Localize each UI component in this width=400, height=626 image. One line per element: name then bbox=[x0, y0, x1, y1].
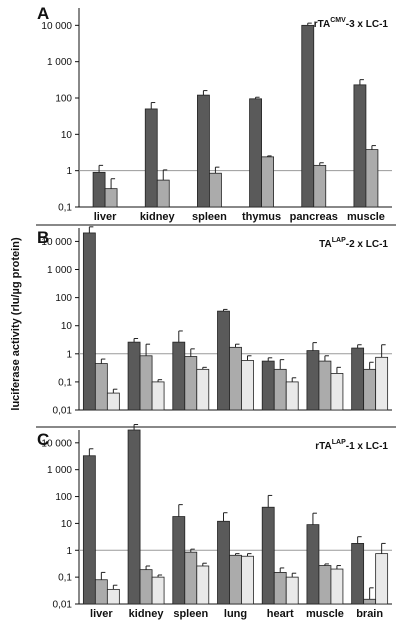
panel-title: rTALAP-1 x LC-1 bbox=[315, 439, 388, 452]
y-tick-label: 100 bbox=[55, 492, 72, 503]
bar bbox=[106, 588, 120, 605]
bar bbox=[197, 94, 210, 208]
bar bbox=[139, 355, 153, 411]
y-tick-label: 1 bbox=[66, 166, 72, 177]
bar bbox=[306, 350, 320, 411]
bar bbox=[330, 373, 344, 411]
bar bbox=[351, 347, 365, 411]
bar bbox=[144, 108, 158, 208]
y-tick-label: 1 000 bbox=[47, 465, 72, 476]
category-label: kidney bbox=[129, 608, 165, 620]
bar bbox=[92, 171, 106, 208]
category-label: muscle bbox=[347, 211, 385, 223]
bar bbox=[365, 149, 379, 208]
category-label: spleen bbox=[192, 211, 227, 223]
bar bbox=[318, 360, 332, 411]
y-tick-label: 1 bbox=[66, 546, 72, 557]
bar bbox=[172, 516, 186, 605]
bar bbox=[318, 565, 332, 605]
bar bbox=[127, 429, 141, 605]
bar bbox=[261, 506, 275, 605]
bar bbox=[104, 188, 118, 208]
bar bbox=[184, 356, 198, 411]
category-label: liver bbox=[94, 211, 117, 223]
y-tick-label: 0,1 bbox=[58, 573, 72, 584]
bar bbox=[375, 553, 389, 605]
y-tick-label: 1 000 bbox=[47, 265, 72, 276]
bar bbox=[217, 520, 230, 605]
panel-title: TALAP-2 x LC-1 bbox=[319, 237, 388, 250]
y-tick-label: 10 000 bbox=[41, 21, 72, 32]
y-tick-label: 0,1 bbox=[58, 203, 72, 214]
bar bbox=[106, 392, 120, 411]
bar bbox=[156, 179, 170, 208]
panel-label: A bbox=[37, 4, 49, 23]
bar bbox=[273, 368, 287, 411]
bar bbox=[172, 341, 186, 411]
bar bbox=[313, 164, 327, 208]
bar bbox=[82, 232, 96, 411]
bar bbox=[353, 84, 367, 208]
bar bbox=[306, 524, 320, 605]
category-label: muscle bbox=[306, 608, 344, 620]
bar bbox=[217, 310, 230, 411]
bar bbox=[184, 551, 198, 605]
category-label: heart bbox=[267, 608, 294, 620]
bar bbox=[241, 360, 254, 411]
bar bbox=[94, 363, 108, 411]
y-tick-label: 0,01 bbox=[53, 600, 73, 611]
y-tick-label: 1 000 bbox=[47, 57, 72, 68]
bar bbox=[151, 576, 165, 605]
bar bbox=[151, 381, 165, 411]
bar bbox=[375, 356, 389, 411]
y-tick-label: 10 bbox=[61, 130, 73, 141]
panel-label: C bbox=[37, 430, 49, 449]
bar bbox=[363, 368, 377, 411]
bar bbox=[82, 455, 96, 605]
bar bbox=[301, 24, 315, 208]
bar bbox=[209, 172, 222, 208]
y-tick-label: 10 000 bbox=[41, 237, 72, 248]
panel-title: rTACMV-3 x LC-1 bbox=[314, 17, 389, 30]
bar bbox=[285, 381, 299, 411]
y-tick-label: 0,1 bbox=[58, 377, 72, 388]
bar bbox=[94, 579, 108, 605]
category-label: liver bbox=[90, 608, 113, 620]
bar bbox=[363, 598, 377, 605]
y-tick-label: 100 bbox=[55, 94, 72, 105]
bar bbox=[330, 568, 344, 605]
category-label: brain bbox=[356, 608, 383, 620]
y-tick-label: 10 bbox=[61, 321, 73, 332]
bar bbox=[351, 543, 365, 605]
bar bbox=[229, 346, 242, 411]
y-tick-label: 1 bbox=[66, 349, 72, 360]
y-tick-label: 10 000 bbox=[41, 438, 72, 449]
bar bbox=[139, 569, 153, 605]
panel-b: B TALAP-2 x LC-1 0,01 0,1 1 10 100 1 000 10 000 bbox=[36, 224, 396, 417]
bar bbox=[285, 576, 299, 605]
bar bbox=[261, 156, 274, 208]
category-label: spleen bbox=[173, 608, 208, 620]
category-label: pancreas bbox=[290, 211, 338, 223]
bar bbox=[273, 572, 287, 605]
y-tick-label: 0,01 bbox=[53, 406, 73, 417]
panel-label: B bbox=[37, 228, 49, 247]
category-label: kidney bbox=[140, 211, 176, 223]
bar bbox=[127, 341, 141, 411]
bar bbox=[261, 360, 275, 411]
bar bbox=[249, 98, 262, 208]
category-label: thymus bbox=[242, 211, 281, 223]
y-axis-label: luciferase activity (rlu/µg protein) bbox=[10, 237, 22, 411]
y-tick-label: 10 bbox=[61, 519, 73, 530]
category-label: lung bbox=[224, 608, 247, 620]
bar bbox=[196, 565, 210, 605]
bar bbox=[241, 555, 254, 605]
bar bbox=[196, 368, 210, 411]
bar bbox=[229, 554, 242, 605]
y-tick-label: 100 bbox=[55, 293, 72, 304]
